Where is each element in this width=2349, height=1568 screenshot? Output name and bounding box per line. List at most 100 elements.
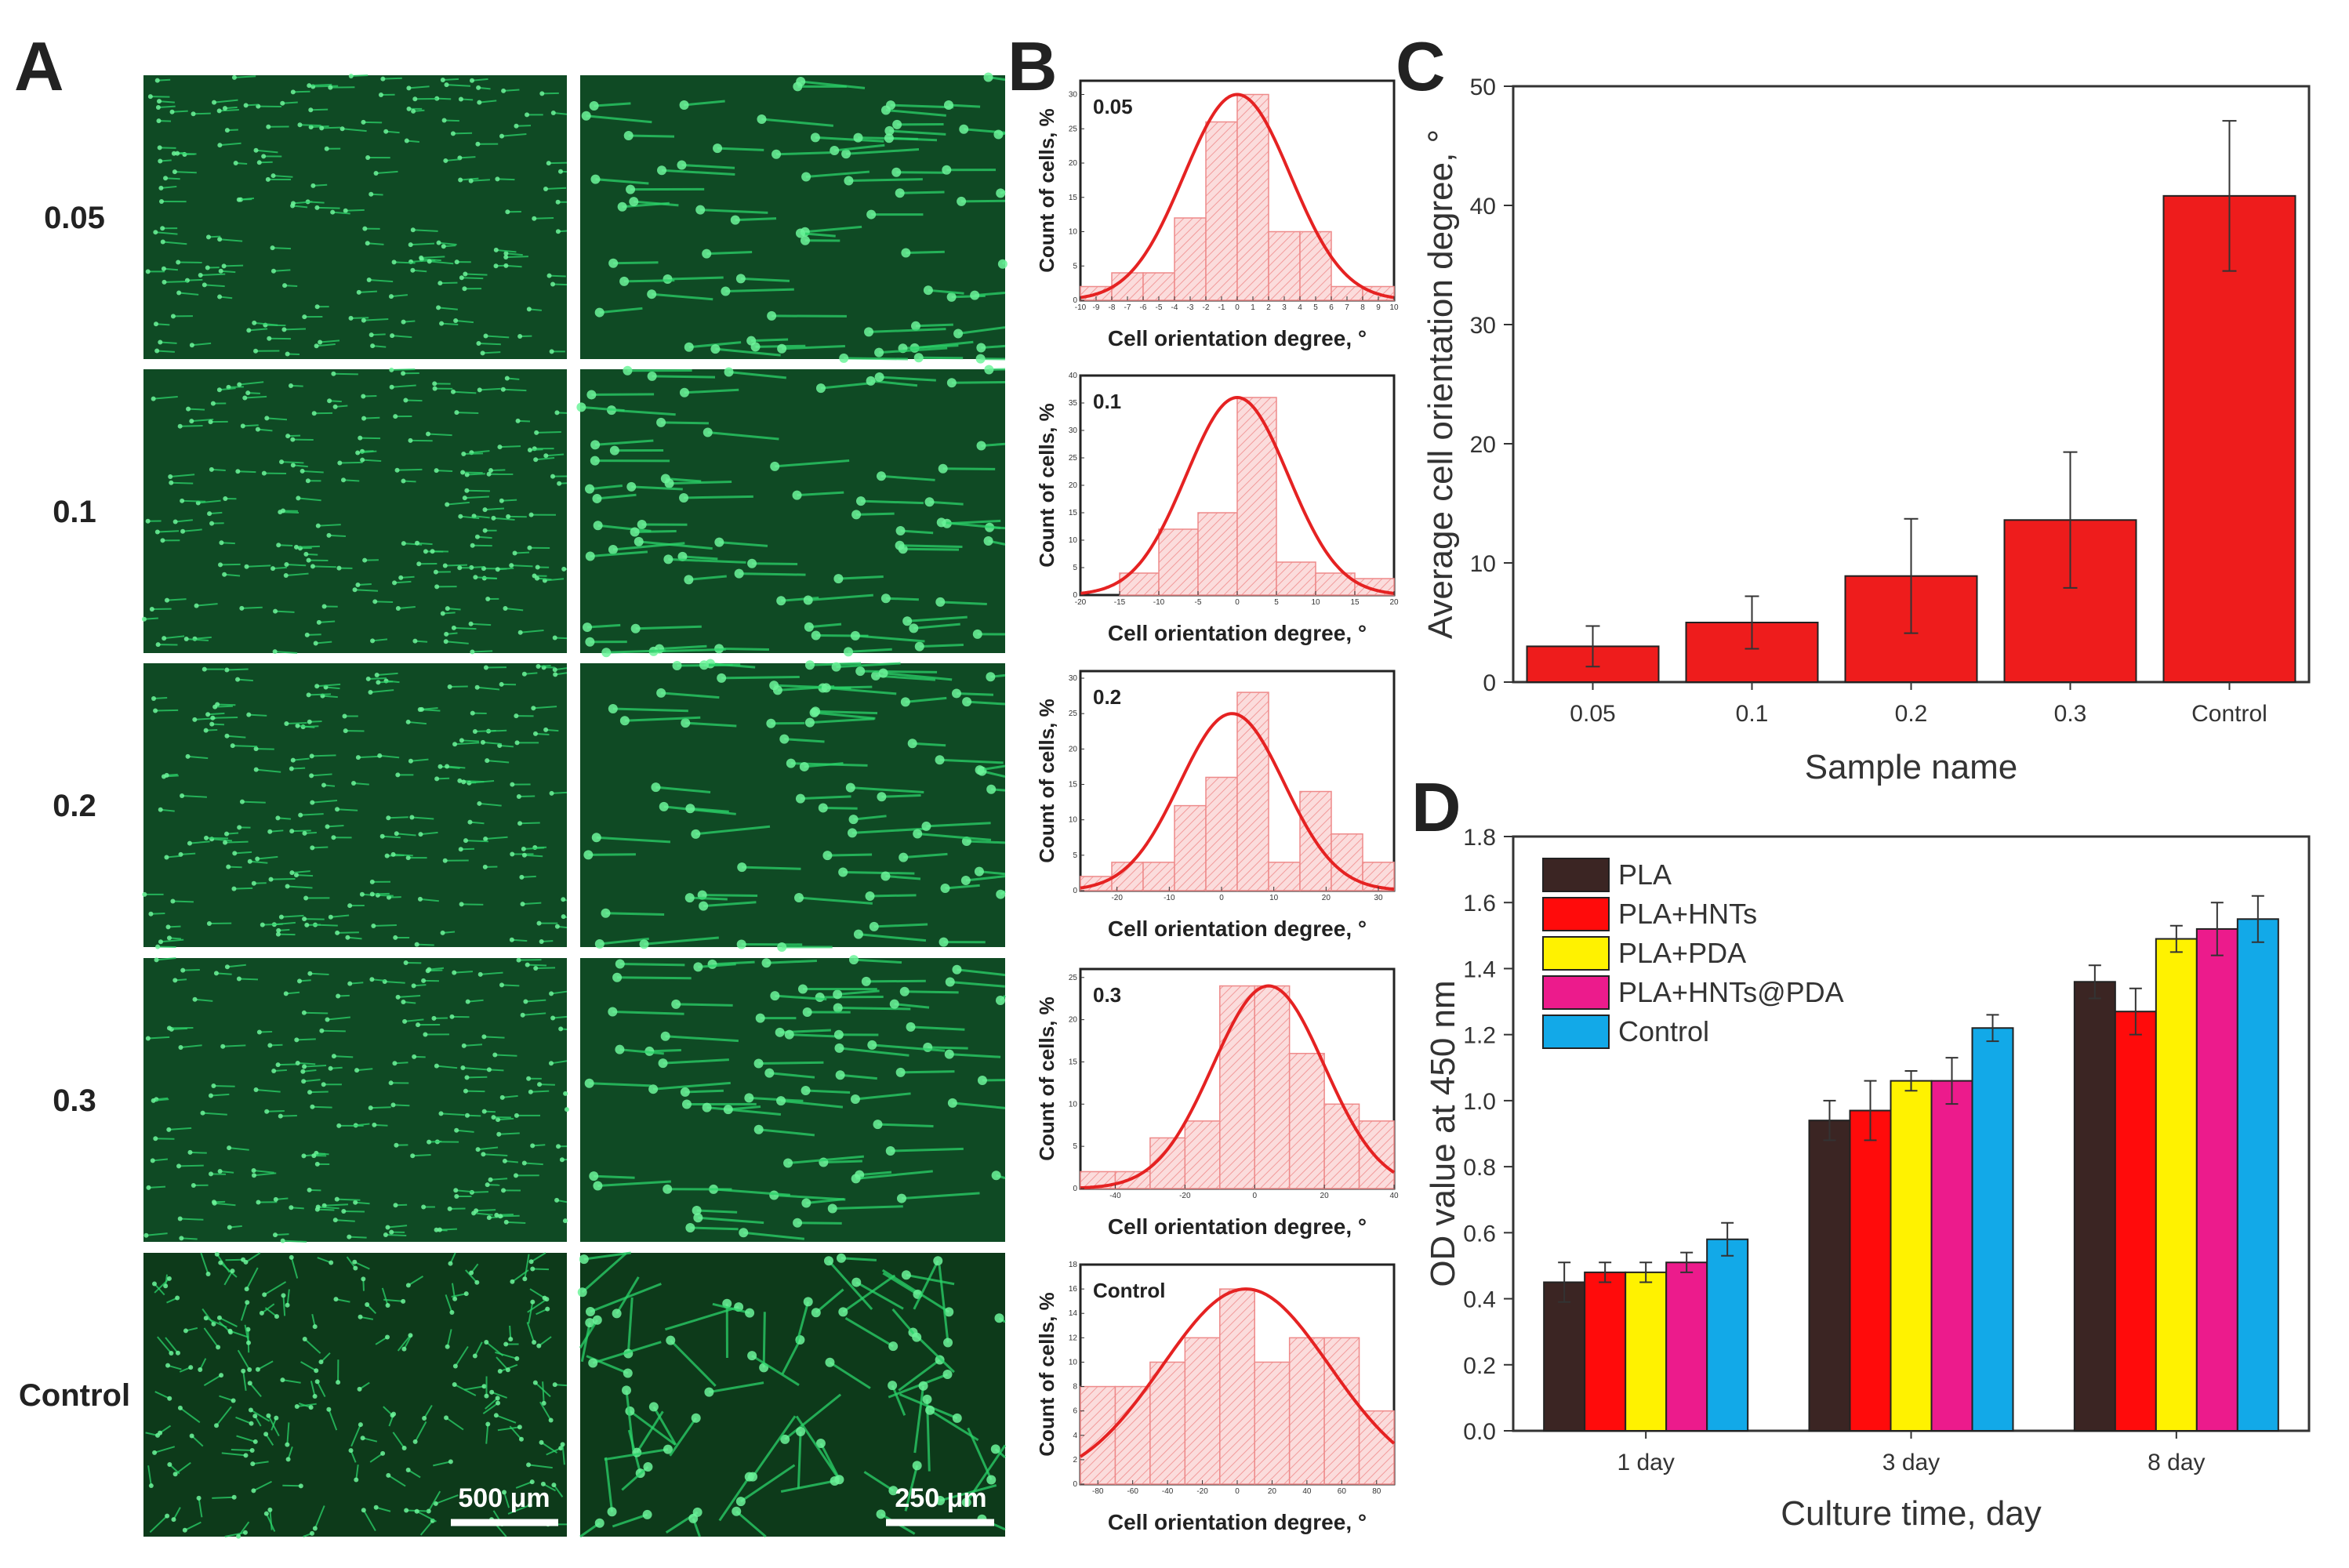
cell-fiber [203,1374,222,1387]
y-tick-label: 40 [1470,194,1496,220]
cell-nucleus [180,967,186,973]
cell-nucleus [355,755,361,760]
cell-nucleus [152,1450,158,1455]
cell-nucleus [503,1341,509,1347]
cell-nucleus [884,125,895,136]
cell-fiber [814,711,876,720]
cell-nucleus [412,638,418,644]
cell-fiber [427,433,452,437]
cell-nucleus [475,141,481,147]
cell-fiber [898,1359,941,1392]
cell-nucleus [476,341,481,347]
cell-fiber [619,1048,664,1055]
cell-nucleus [403,397,408,403]
cell-nucleus [869,921,879,931]
cell-fiber [490,1178,508,1181]
x-tick-label: -20 [1179,1192,1191,1200]
cell-fiber [595,439,654,446]
cell-nucleus [165,924,171,930]
cell-nucleus [328,85,333,90]
cell-fiber [350,74,369,77]
cell-nucleus [331,835,336,840]
cell-nucleus [822,851,833,861]
cell-fiber [282,1379,301,1384]
cell-nucleus [348,1448,354,1454]
cell-nucleus [361,416,367,421]
cell-nucleus [671,999,681,1009]
cell-nucleus [454,1127,459,1133]
cell-fiber [256,768,281,773]
histogram-bar [1142,862,1175,891]
cell-nucleus [486,1215,492,1221]
histogram-4: -80 -60 -40 -20 0 20 40 60 80024681012141618Cont… [1035,1261,1396,1534]
cell-nucleus [823,1256,833,1266]
bar-PLA-8 day [2073,981,2116,1432]
cell-nucleus [746,336,757,346]
cell-fiber [698,1216,764,1225]
cell-nucleus [172,169,177,175]
micrograph-r1-c0 [141,367,568,655]
cell-nucleus [843,647,853,657]
x-tick-label: -6 [1140,303,1147,312]
cell-nucleus [203,728,209,733]
cell-nucleus [164,597,169,603]
cell-nucleus [183,1328,188,1334]
cell-nucleus [444,1415,449,1421]
cell-nucleus [590,456,600,466]
cell-fiber [265,1513,276,1532]
cell-nucleus [488,468,493,474]
cell-fiber [303,1079,321,1083]
x-tick-label: 15 [1350,598,1360,607]
cell-nucleus [411,983,416,989]
cell-nucleus [172,519,178,524]
cell-nucleus [623,365,633,376]
cell-nucleus [681,1099,692,1109]
cell-nucleus [607,1507,617,1517]
cell-nucleus [252,1439,258,1444]
cell-nucleus [830,1475,840,1486]
cell-fiber [528,1464,553,1469]
x-tick-label: 20 [1268,1487,1277,1496]
cell-nucleus [777,942,787,952]
cell-nucleus [402,1018,408,1024]
cell-fiber [394,580,412,584]
cell-nucleus [914,641,924,652]
cell-fiber [446,765,466,769]
cell-fiber [219,1316,238,1327]
cell-fiber [202,1112,227,1116]
cell-fiber [698,963,736,968]
cell-fiber [325,686,340,690]
cell-nucleus [149,607,154,612]
cell-nucleus [583,850,594,860]
cell-fiber [780,1479,835,1493]
cell-nucleus [379,833,385,839]
cell-nucleus [163,176,169,181]
cell-fiber [170,474,195,477]
cell-nucleus [983,535,993,546]
cell-fiber [333,372,358,376]
bar-PLA+HNTs@PDA-1 day [1665,1261,1708,1432]
cell-nucleus [534,430,539,435]
cell-fiber [223,264,244,267]
cell-nucleus [288,383,293,389]
cell-nucleus [503,605,508,611]
cell-nucleus [395,605,401,611]
histogram-bar [1268,230,1301,301]
cell-nucleus [584,1078,594,1088]
cell-nucleus [554,1197,560,1203]
y-tick-label: 15 [1069,194,1078,202]
cell-nucleus [214,1251,220,1257]
cell-nucleus [577,1287,587,1298]
cell-fiber [419,1520,434,1536]
x-tick-label: 9 [1376,303,1381,312]
cell-fiber [685,721,737,728]
cell-fiber [860,670,938,673]
cell-nucleus [217,1169,223,1174]
cell-nucleus [947,1098,957,1108]
cell-nucleus [867,1040,877,1050]
cell-fiber [385,1233,407,1236]
cell-nucleus [693,962,703,972]
cell-fiber [161,185,177,189]
cell-nucleus [550,1015,556,1021]
cell-nucleus [285,884,290,889]
